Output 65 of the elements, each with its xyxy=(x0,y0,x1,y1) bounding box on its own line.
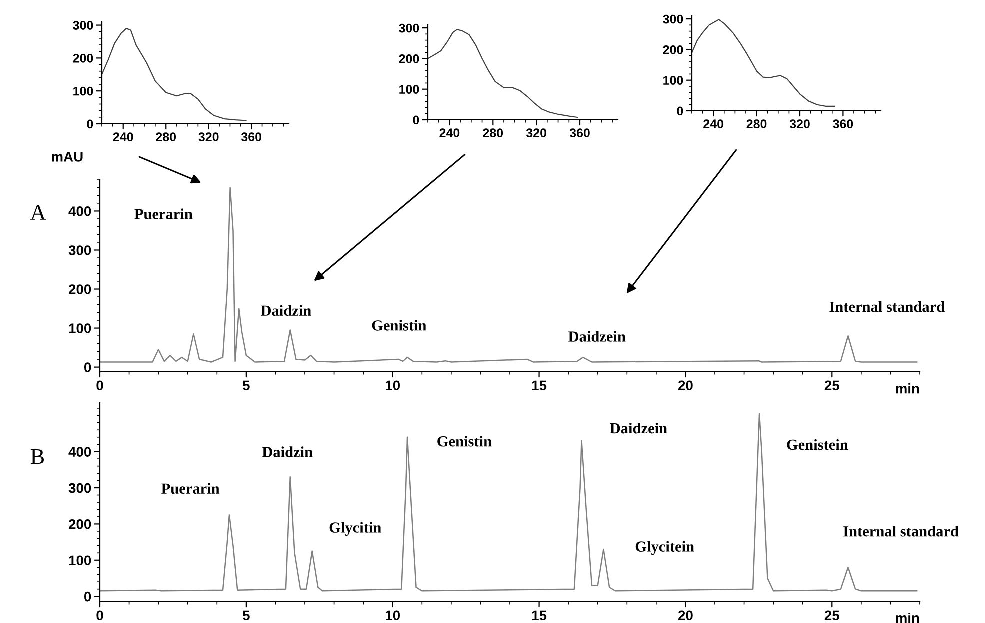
x-tick-label: 25 xyxy=(824,610,840,621)
x-tick-label: 240 xyxy=(113,132,134,142)
y-tick-label: 200 xyxy=(399,54,420,64)
y-tick-label: 300 xyxy=(73,21,94,30)
x-tick-label: 360 xyxy=(241,132,262,142)
x-axis-title: min xyxy=(896,384,920,394)
annotation: Puerarin xyxy=(134,208,193,220)
y-tick-label: 300 xyxy=(68,246,92,256)
annotation: Daidzein xyxy=(568,331,626,342)
x-axis-title: min xyxy=(896,612,920,623)
annotation: Puerarin xyxy=(162,483,220,494)
x-tick-label: 280 xyxy=(156,132,176,142)
y-tick-label: 200 xyxy=(68,284,92,294)
x-tick-label: 25 xyxy=(824,380,840,391)
y-tick-label: 200 xyxy=(68,520,92,530)
x-tick-label: 320 xyxy=(526,128,546,138)
x-tick-label: 10 xyxy=(386,610,400,621)
y-tick-label: 400 xyxy=(68,206,92,216)
x-tick-label: 360 xyxy=(570,128,590,138)
x-tick-label: 0 xyxy=(96,610,104,621)
x-tick-label: 320 xyxy=(790,120,810,129)
x-tick-label: 5 xyxy=(242,380,250,391)
annotation: Glycitin xyxy=(330,522,382,536)
text: B xyxy=(30,450,44,464)
x-tick-label: 0 xyxy=(96,380,104,391)
y-tick-label: 400 xyxy=(68,447,92,458)
y-axis-title: mAU xyxy=(52,152,83,162)
annotation: Daidzein xyxy=(610,422,668,434)
y-tick-label: 0 xyxy=(677,106,684,116)
text: A xyxy=(30,205,46,220)
y-tick-label: 300 xyxy=(663,14,684,24)
annotation: Glycitein xyxy=(636,541,694,556)
annotation: Genistin xyxy=(372,320,427,331)
line-series xyxy=(692,19,836,107)
annotation: Genistin xyxy=(438,436,492,447)
line-series xyxy=(428,29,578,118)
annotation: Daidzin xyxy=(262,446,313,458)
y-tick-label: 0 xyxy=(84,362,92,372)
y-tick-label: 100 xyxy=(69,324,92,334)
x-tick-label: 10 xyxy=(386,380,400,391)
x-tick-label: 15 xyxy=(532,610,547,621)
x-tick-label: 280 xyxy=(746,120,767,129)
y-tick-label: 100 xyxy=(74,86,94,96)
annotation: Daidzin xyxy=(260,305,312,316)
x-tick-label: 320 xyxy=(198,132,219,142)
y-tick-label: 200 xyxy=(73,54,94,63)
y-tick-label: 100 xyxy=(69,556,92,566)
x-tick-label: 280 xyxy=(483,128,504,138)
x-tick-label: 5 xyxy=(242,610,250,621)
x-tick-label: 20 xyxy=(678,380,693,391)
line-series xyxy=(102,28,247,122)
y-tick-label: 100 xyxy=(400,85,420,94)
y-tick-label: 300 xyxy=(68,483,92,494)
x-tick-label: 15 xyxy=(532,380,547,391)
annotation: Internal standard xyxy=(844,526,959,537)
x-tick-label: 360 xyxy=(833,120,854,129)
y-tick-label: 300 xyxy=(399,24,420,33)
y-tick-label: 0 xyxy=(84,592,92,602)
x-tick-label: 20 xyxy=(678,610,693,621)
y-tick-label: 200 xyxy=(663,46,684,54)
x-tick-label: 240 xyxy=(704,120,724,129)
annotation: Internal standard xyxy=(830,301,945,312)
y-tick-label: 100 xyxy=(664,76,684,86)
x-tick-label: 240 xyxy=(440,128,460,138)
annotation: Genistein xyxy=(787,439,848,450)
